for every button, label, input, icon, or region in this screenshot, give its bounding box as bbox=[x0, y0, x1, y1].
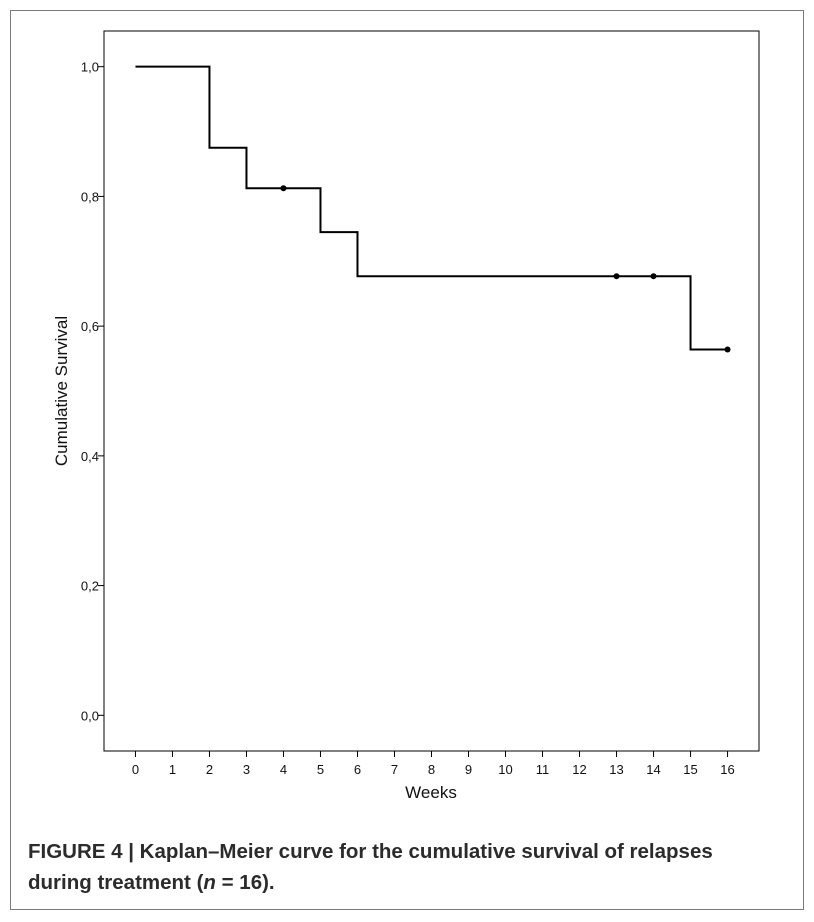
censor-point bbox=[613, 273, 620, 280]
y-tick-label: 1,0 bbox=[81, 60, 99, 75]
y-tick-label: 0,0 bbox=[81, 708, 99, 723]
caption-line-2: during treatment (n = 16). bbox=[28, 867, 798, 898]
censor-markers bbox=[280, 185, 731, 353]
caption-line-2-prefix: during treatment ( bbox=[28, 871, 204, 894]
x-tick-label: 3 bbox=[243, 762, 250, 777]
y-axis-label: Cumulative Survival bbox=[52, 316, 71, 466]
x-tick-label: 6 bbox=[354, 762, 361, 777]
x-axis-ticks: 0 1 2 3 4 5 6 7 8 9 10 11 12 13 14 15 16 bbox=[132, 751, 735, 777]
censor-point bbox=[280, 185, 287, 192]
y-tick-label: 0,2 bbox=[81, 579, 99, 594]
caption-line-2-suffix: = 16). bbox=[215, 871, 275, 894]
y-axis-ticks: 0,0 0,2 0,4 0,6 0,8 1,0 bbox=[81, 60, 104, 723]
figure-frame bbox=[10, 10, 804, 910]
kaplan-meier-chart: 0 1 2 3 4 5 6 7 8 9 10 11 12 13 14 15 16 0,00,20,40,60,8… bbox=[52, 30, 760, 802]
x-tick-label: 1 bbox=[169, 762, 176, 777]
x-tick-label: 0 bbox=[132, 762, 139, 777]
censor-point bbox=[650, 273, 657, 280]
x-tick-label: 15 bbox=[683, 762, 697, 777]
caption-n-symbol: n bbox=[203, 871, 216, 894]
y-tick-label: 0,8 bbox=[81, 189, 99, 204]
y-tick-label: 0,4 bbox=[81, 449, 99, 464]
x-tick-label: 12 bbox=[572, 762, 586, 777]
plot-area-border bbox=[103, 30, 760, 752]
x-axis-label: Weeks bbox=[405, 783, 457, 802]
y-tick-label: 0,6 bbox=[81, 319, 99, 334]
x-tick-label: 8 bbox=[428, 762, 435, 777]
figure-caption: FIGURE 4 | Kaplan–Meier curve for the cu… bbox=[28, 836, 798, 898]
x-tick-label: 7 bbox=[391, 762, 398, 777]
x-tick-label: 13 bbox=[609, 762, 623, 777]
x-tick-label: 5 bbox=[317, 762, 324, 777]
survival-step-line bbox=[135, 65, 728, 351]
x-tick-label: 2 bbox=[206, 762, 213, 777]
censor-point bbox=[724, 346, 731, 353]
x-tick-label: 9 bbox=[465, 762, 472, 777]
x-tick-label: 11 bbox=[536, 762, 550, 777]
x-tick-label: 10 bbox=[498, 762, 512, 777]
x-tick-label: 4 bbox=[280, 762, 287, 777]
caption-line-1: FIGURE 4 | Kaplan–Meier curve for the cu… bbox=[28, 840, 713, 863]
x-tick-label: 16 bbox=[720, 762, 734, 777]
x-tick-label: 14 bbox=[646, 762, 660, 777]
